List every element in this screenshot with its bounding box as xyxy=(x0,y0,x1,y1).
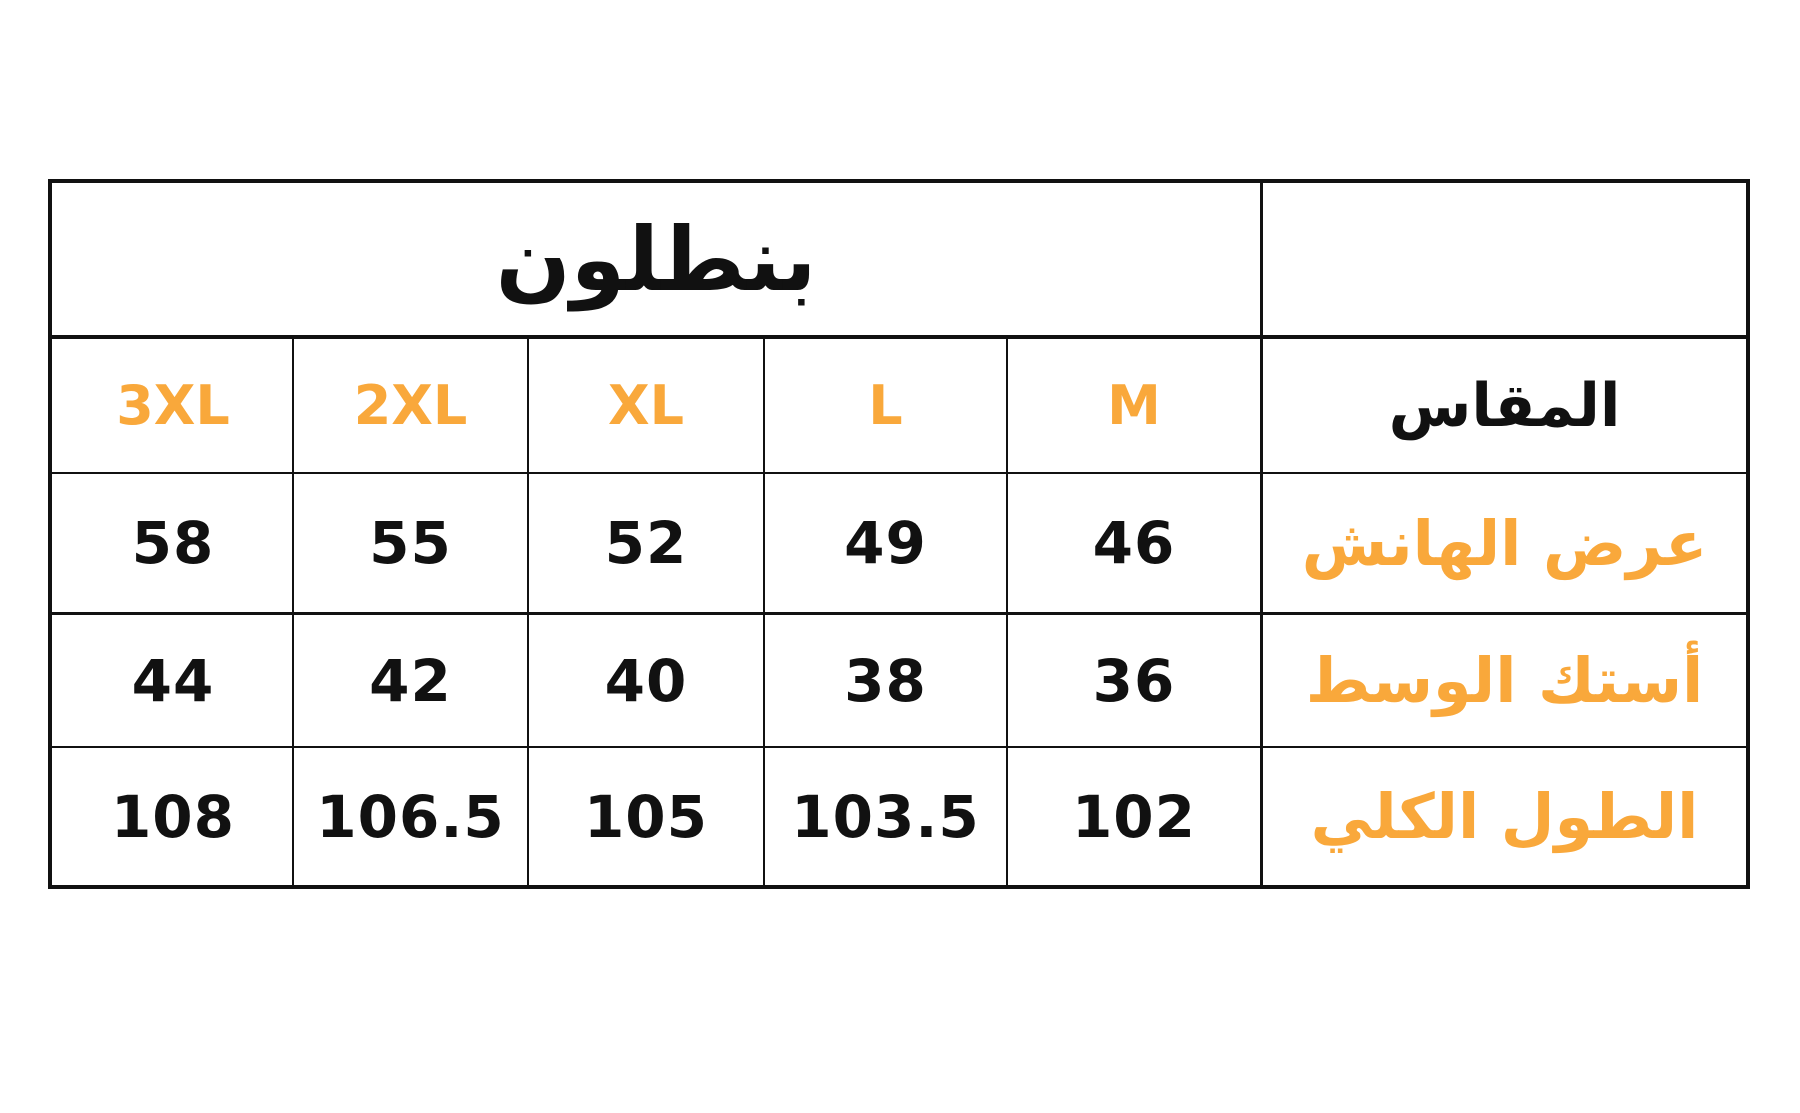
size-header-xl: XL xyxy=(607,374,685,437)
measurement-cell: 46 xyxy=(1092,509,1176,577)
table-title: بنطلون xyxy=(495,207,817,311)
size-header-2xl: 2XL xyxy=(353,374,468,437)
size-header-3xl: 3XL xyxy=(116,374,230,437)
measurement-cell: 38 xyxy=(844,646,927,715)
measurement-cell: 42 xyxy=(369,646,452,715)
divider xyxy=(52,472,1746,474)
measurement-cell: 36 xyxy=(1092,646,1176,715)
divider xyxy=(292,337,294,885)
measurement-cell: 103.5 xyxy=(791,782,980,851)
measurement-cell: 106.5 xyxy=(316,782,505,851)
divider xyxy=(52,612,1746,615)
size-header-label: المقاس xyxy=(1388,370,1621,441)
measurement-cell: 49 xyxy=(844,509,927,577)
row-label: أستك الوسط xyxy=(1305,644,1704,717)
measurement-cell: 40 xyxy=(604,646,688,715)
divider xyxy=(527,337,529,885)
empty-corner-cell xyxy=(1263,183,1746,335)
measurement-cell: 55 xyxy=(369,509,452,577)
divider xyxy=(763,337,765,885)
measurement-cell: 52 xyxy=(604,509,688,577)
measurement-cell: 58 xyxy=(131,509,215,577)
size-header-l: L xyxy=(868,374,903,437)
divider xyxy=(52,335,1746,339)
measurement-cell: 108 xyxy=(110,782,236,851)
divider xyxy=(1006,337,1008,885)
size-header-m: M xyxy=(1107,374,1161,437)
divider xyxy=(52,746,1746,748)
size-chart-table: بنطلون المقاس M L XL 2XL 3XL عرض الهانش 46 49 52… xyxy=(48,179,1750,889)
row-label: الطول الكلي xyxy=(1310,780,1699,853)
measurement-cell: 105 xyxy=(583,782,709,851)
measurement-cell: 44 xyxy=(131,646,215,715)
measurement-cell: 102 xyxy=(1071,782,1197,851)
row-label: عرض الهانش xyxy=(1301,506,1708,580)
divider xyxy=(1260,183,1263,885)
